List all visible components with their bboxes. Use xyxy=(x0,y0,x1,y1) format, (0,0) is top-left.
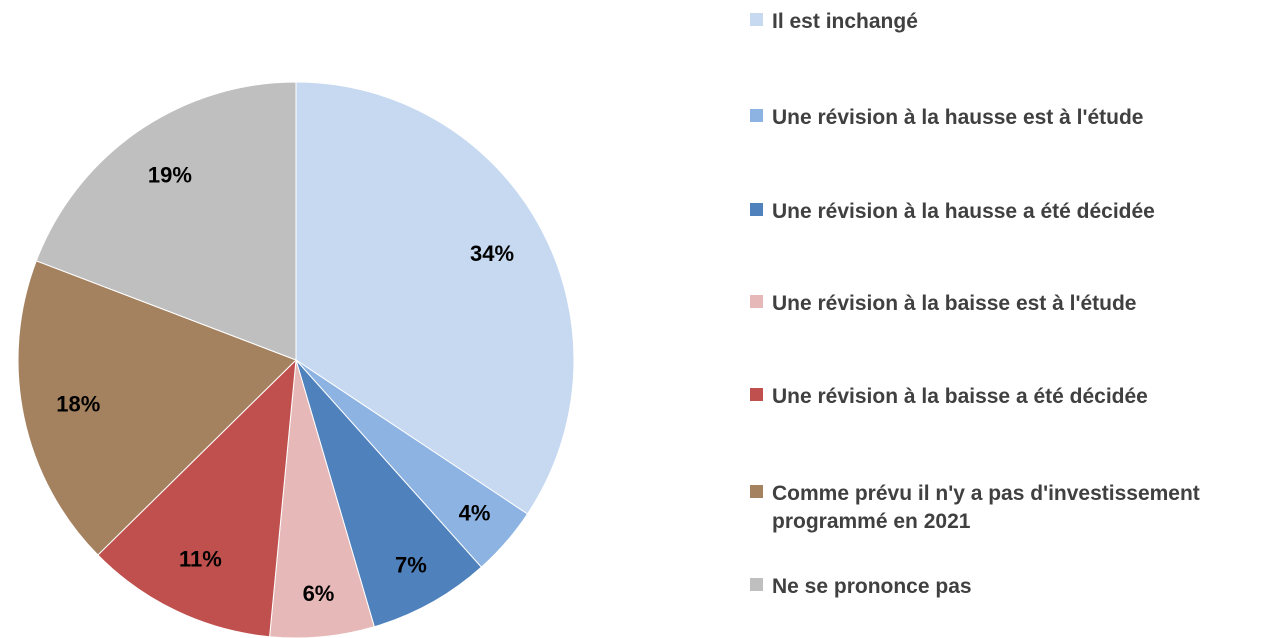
legend-item: Il est inchangé xyxy=(750,8,918,36)
legend-label: Comme prévu il n'y a pas d'investissemen… xyxy=(772,482,1200,533)
legend-item: Ne se prononce pas xyxy=(750,573,972,601)
legend-swatch xyxy=(750,578,763,591)
data-label: 6% xyxy=(303,581,335,606)
data-label: 18% xyxy=(56,391,100,416)
data-label: 11% xyxy=(179,547,222,572)
pie-chart: 34% 4% 7% 6% 11% 18% 19% xyxy=(17,81,575,638)
data-label: 4% xyxy=(459,501,491,526)
legend-label: Une révision à la hausse est à l'étude xyxy=(772,106,1144,129)
legend-label: Une révision à la baisse a été décidée xyxy=(772,385,1148,408)
legend-swatch xyxy=(750,295,763,308)
pie-slice xyxy=(35,81,297,361)
legend-swatch xyxy=(750,485,763,498)
legend-label: Ne se prononce pas xyxy=(772,575,972,598)
legend-item: Une révision à la baisse a été décidée xyxy=(750,383,1148,411)
legend-swatch xyxy=(750,13,763,26)
legend-label: Il est inchangé xyxy=(772,10,918,33)
legend-label: Une révision à la baisse est à l'étude xyxy=(772,292,1137,315)
pie-slice xyxy=(97,358,297,638)
legend-item: Une révision à la hausse est à l'étude xyxy=(750,104,1143,132)
pie-slice xyxy=(295,359,483,628)
legend-swatch xyxy=(750,388,763,401)
legend-item: Une révision à la baisse est à l'étude xyxy=(750,290,1137,318)
legend-label: Une révision à la hausse a été décidée xyxy=(772,200,1155,223)
legend-swatch xyxy=(750,109,763,122)
data-label: 7% xyxy=(395,552,427,577)
pie-slice xyxy=(17,260,297,556)
data-label: 34% xyxy=(470,241,514,266)
legend-item: Comme prévu il n'y a pas d'investissemen… xyxy=(750,480,1242,536)
legend-swatch xyxy=(750,203,763,216)
legend-item: Une révision à la hausse a été décidée xyxy=(750,198,1155,226)
data-label: 19% xyxy=(148,163,192,188)
